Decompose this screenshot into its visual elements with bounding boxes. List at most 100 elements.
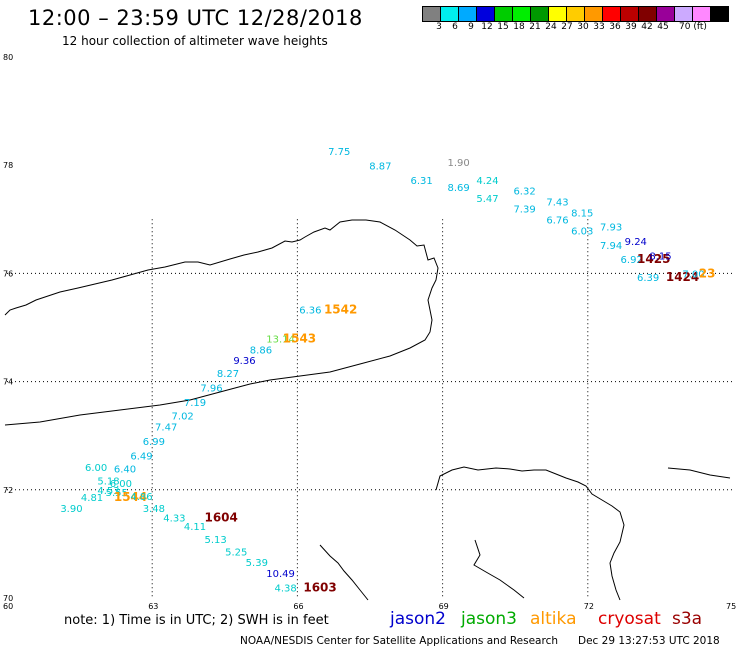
wave-height-value: 6.49 bbox=[130, 451, 152, 462]
pass-time-label: 1544 bbox=[114, 490, 147, 504]
wave-height-value: 6.40 bbox=[114, 464, 136, 475]
wave-height-value: 5.25 bbox=[225, 547, 247, 558]
lat-label: 80 bbox=[3, 53, 13, 62]
wave-height-value: 4.38 bbox=[275, 583, 297, 594]
wave-height-value: 9.24 bbox=[625, 237, 647, 248]
wave-height-value: 4.24 bbox=[476, 176, 498, 187]
lon-label: 75 bbox=[726, 602, 736, 611]
wave-height-value: 4.81 bbox=[81, 493, 103, 504]
grid-lines bbox=[7, 219, 733, 598]
lat-label: 78 bbox=[3, 161, 13, 170]
wave-height-value: 6.76 bbox=[546, 216, 568, 227]
scale-label: 9 bbox=[468, 22, 474, 32]
wave-height-value: 4.53 bbox=[97, 486, 119, 497]
wave-height-points: 7.75 8.87 6.31 1.90 8.69 4.24 5.47 6.32 7.39 7.43… bbox=[60, 147, 715, 594]
scale-label: 24 bbox=[545, 22, 557, 32]
lon-label: 60 bbox=[3, 602, 13, 611]
lon-label: 72 bbox=[584, 602, 594, 611]
scale-label: 6 bbox=[452, 22, 458, 32]
lat-label: 70 bbox=[3, 594, 13, 603]
scale-label: 30 bbox=[577, 22, 589, 32]
timestamp: Dec 29 13:27:53 UTC 2018 bbox=[578, 635, 720, 647]
pass-time-label: 1543 bbox=[283, 332, 316, 346]
wave-height-value: 6.99 bbox=[143, 437, 165, 448]
wave-height-value: 4.11 bbox=[184, 522, 206, 533]
pass-time-label: 1604 bbox=[204, 510, 237, 524]
lat-label: 74 bbox=[3, 378, 13, 387]
wave-height-value: 7.47 bbox=[155, 423, 177, 434]
wave-height-value: 13.14 bbox=[266, 335, 295, 346]
color-scale bbox=[422, 6, 729, 22]
wave-height-value: 7.96 bbox=[200, 384, 222, 395]
wave-height-value: 5.55 bbox=[106, 488, 128, 499]
scale-label: 33 bbox=[593, 22, 605, 32]
wave-height-value: 8.69 bbox=[448, 183, 470, 194]
wave-height-value: 7.43 bbox=[546, 197, 568, 208]
coastline-south-shore bbox=[319, 544, 369, 601]
coastline-east-islands bbox=[473, 539, 525, 599]
scale-swatch bbox=[710, 6, 729, 22]
scale-label: 3 bbox=[436, 22, 442, 32]
wave-height-value: 10.49 bbox=[266, 569, 295, 580]
wave-height-value: 8.15 bbox=[571, 208, 593, 219]
legend-jason3: jason3 bbox=[461, 609, 517, 629]
wave-height-value: 1.90 bbox=[448, 158, 470, 169]
wave-height-value: 6.31 bbox=[410, 176, 432, 187]
lat-label: 76 bbox=[3, 269, 13, 278]
coastline-east-edge bbox=[667, 467, 731, 479]
wave-height-value: 6.39 bbox=[637, 273, 659, 284]
scale-label: 36 bbox=[609, 22, 621, 32]
wave-height-value: 8.86 bbox=[250, 345, 272, 356]
wave-height-value: 8.87 bbox=[369, 161, 391, 172]
wave-height-value: 6.32 bbox=[513, 187, 535, 198]
pass-time-label: 1425 bbox=[637, 252, 670, 266]
lat-label: 72 bbox=[3, 486, 13, 495]
wave-height-value: 5.18 bbox=[97, 477, 119, 488]
wave-height-value: 7.94 bbox=[600, 241, 622, 252]
map-subtitle: 12 hour collection of altimeter wave hei… bbox=[62, 34, 328, 48]
wave-height-value: 7.00 bbox=[682, 270, 704, 281]
wave-height-value: 3.48 bbox=[143, 504, 165, 515]
wave-height-value: 7.19 bbox=[184, 398, 206, 409]
legend-jason2: jason2 bbox=[390, 609, 446, 629]
wave-height-value: 9.36 bbox=[233, 356, 255, 367]
wave-height-value: 6.92 bbox=[621, 255, 643, 266]
wave-height-value: 3.90 bbox=[60, 504, 82, 515]
coastline-novaya-zemlya bbox=[4, 219, 439, 426]
wave-height-value: 5.39 bbox=[246, 558, 268, 569]
wave-height-value: 7.39 bbox=[513, 205, 535, 216]
footer-note: note: 1) Time is in UTC; 2) SWH is in fe… bbox=[64, 613, 329, 628]
map-title: 12:00 – 23:59 UTC 12/28/2018 bbox=[28, 6, 363, 30]
wave-height-value: 6.03 bbox=[571, 226, 593, 237]
wave-height-value: 5.13 bbox=[204, 535, 226, 546]
scale-label: 70 (ft) bbox=[679, 22, 707, 32]
wave-height-value: 7.93 bbox=[600, 223, 622, 234]
scale-label: 39 bbox=[625, 22, 637, 32]
scale-label: 15 bbox=[497, 22, 509, 32]
lon-label: 63 bbox=[148, 602, 158, 611]
pass-time-label: 1424 bbox=[666, 270, 699, 284]
wave-height-value: 8.27 bbox=[217, 369, 239, 380]
wave-height-value: 7.02 bbox=[172, 412, 194, 423]
legend-s3a: s3a bbox=[672, 609, 703, 629]
coastline-yamal bbox=[435, 466, 625, 601]
wave-height-value: 7.75 bbox=[328, 147, 350, 158]
wave-height-value: 4.33 bbox=[163, 513, 185, 524]
wave-height-value: 6.36 bbox=[299, 306, 321, 317]
lon-label: 66 bbox=[293, 602, 303, 611]
credit-line: NOAA/NESDIS Center for Satellite Applica… bbox=[240, 635, 558, 647]
legend-cryosat: cryosat bbox=[598, 609, 661, 629]
wave-height-value: 6.00 bbox=[85, 463, 107, 474]
scale-label: 18 bbox=[513, 22, 525, 32]
wave-height-value: 8.15 bbox=[649, 252, 671, 263]
scale-label: 45 bbox=[657, 22, 669, 32]
wave-height-value: 5.47 bbox=[476, 194, 498, 205]
wave-height-value: 4.86 bbox=[130, 492, 152, 503]
pass-time-label: 23 bbox=[699, 267, 716, 281]
scale-label: 12 bbox=[481, 22, 493, 32]
coastline bbox=[4, 219, 731, 601]
lon-label: 69 bbox=[439, 602, 449, 611]
scale-label: 21 bbox=[529, 22, 541, 32]
